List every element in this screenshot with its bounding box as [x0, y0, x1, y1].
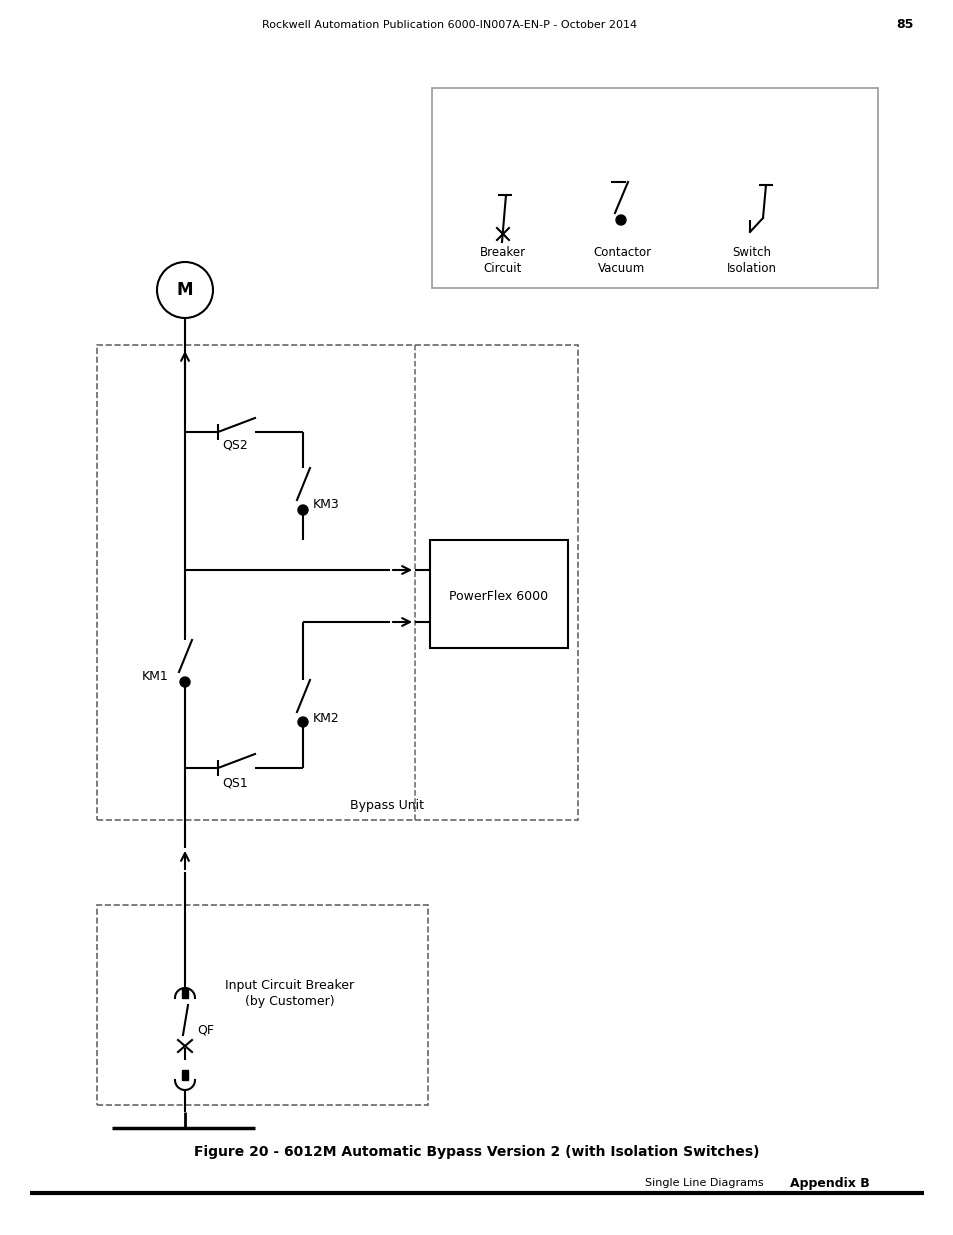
- Text: Single Line Diagrams: Single Line Diagrams: [644, 1178, 762, 1188]
- Text: KM3: KM3: [313, 499, 339, 511]
- Text: Appendix B: Appendix B: [789, 1177, 869, 1189]
- Text: M: M: [176, 282, 193, 299]
- Circle shape: [180, 677, 190, 687]
- Text: 85: 85: [896, 19, 913, 32]
- Text: Bypass Unit: Bypass Unit: [350, 799, 423, 811]
- Text: KM2: KM2: [313, 711, 339, 725]
- Bar: [182, 1070, 188, 1079]
- Text: Circuit: Circuit: [483, 262, 521, 274]
- Bar: [97, 345, 578, 820]
- Text: Vacuum: Vacuum: [598, 262, 645, 274]
- Text: Switch: Switch: [732, 247, 771, 259]
- Text: Figure 20 - 6012M Automatic Bypass Version 2 (with Isolation Switches): Figure 20 - 6012M Automatic Bypass Versi…: [194, 1145, 759, 1158]
- Text: Breaker: Breaker: [479, 247, 525, 259]
- Circle shape: [616, 215, 625, 225]
- Text: (by Customer): (by Customer): [245, 994, 335, 1008]
- Text: QS1: QS1: [222, 777, 248, 789]
- Bar: [430, 540, 567, 648]
- Text: Contactor: Contactor: [593, 247, 650, 259]
- Circle shape: [297, 718, 308, 727]
- Text: PowerFlex 6000: PowerFlex 6000: [449, 589, 548, 603]
- Text: QF: QF: [196, 1024, 213, 1036]
- Bar: [182, 988, 188, 998]
- Circle shape: [297, 505, 308, 515]
- Bar: [97, 905, 428, 1105]
- Text: KM1: KM1: [142, 671, 169, 683]
- Bar: [432, 88, 877, 288]
- Text: Isolation: Isolation: [726, 262, 776, 274]
- Text: Input Circuit Breaker: Input Circuit Breaker: [225, 978, 355, 992]
- Text: Rockwell Automation Publication 6000-IN007A-EN-P - October 2014: Rockwell Automation Publication 6000-IN0…: [262, 20, 637, 30]
- Text: QS2: QS2: [222, 438, 248, 452]
